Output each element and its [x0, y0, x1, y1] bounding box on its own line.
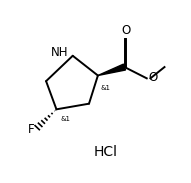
Text: F: F — [28, 123, 34, 136]
Text: NH: NH — [51, 46, 68, 59]
Text: O: O — [148, 71, 157, 84]
Polygon shape — [98, 64, 125, 76]
Text: HCl: HCl — [93, 145, 117, 159]
Text: &1: &1 — [101, 85, 111, 91]
Text: O: O — [121, 25, 131, 38]
Text: &1: &1 — [61, 116, 71, 122]
